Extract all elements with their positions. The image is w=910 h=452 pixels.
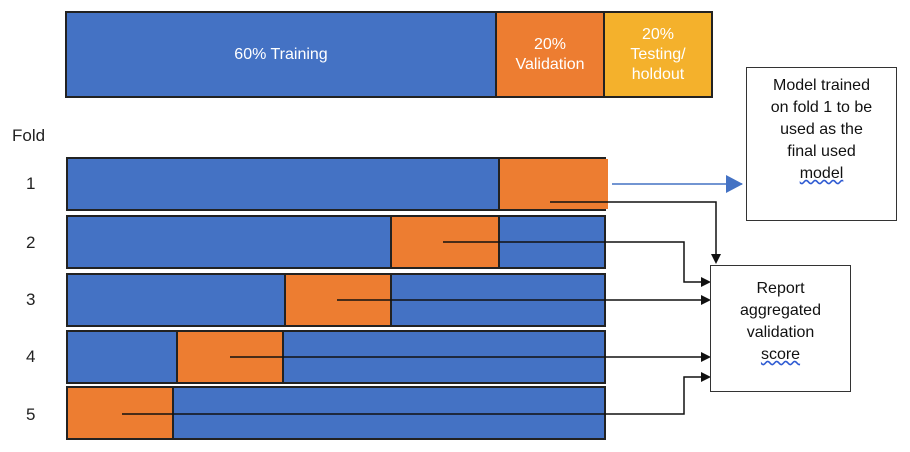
fold-label-2: 2 (26, 233, 36, 252)
fold-label-5: 5 (26, 405, 36, 424)
model-line-5: model (799, 165, 844, 182)
testing-label-1: Testing/ (630, 45, 686, 63)
model-line-2: on fold 1 to be (770, 99, 873, 116)
report-line-3: validation (746, 324, 815, 341)
fold-row-5 (66, 386, 606, 440)
fold-1-validation-block (498, 159, 608, 209)
arrow-fold2-to-report (443, 241, 711, 287)
testing-segment: 20% Testing/ holdout (603, 11, 713, 98)
report-line-2: aggregated (740, 302, 821, 319)
training-label: 60% Training (234, 45, 328, 63)
arrow-fold5-to-report (122, 372, 711, 415)
model-line-3: used as the (780, 121, 863, 138)
model-line-1: Model trained (773, 77, 870, 94)
testing-pct: 20% (641, 25, 675, 43)
fold-header: Fold (12, 126, 46, 145)
report-line-4: score (760, 346, 801, 363)
fold-label-1: 1 (26, 174, 36, 193)
data-split-bar: 60% Training 20% Validation 20% Testing/… (65, 11, 713, 98)
fold-label-4: 4 (26, 347, 36, 366)
validation-segment: 20% Validation (495, 11, 605, 98)
final-model-box: Model trained on fold 1 to be used as th… (746, 67, 897, 221)
fold-5-validation-block (68, 388, 174, 438)
report-line-1: Report (756, 280, 805, 297)
fold-row-1 (66, 157, 608, 211)
report-score-box: Report aggregated validation score (710, 265, 851, 392)
arrow-fold1-to-report (550, 201, 721, 264)
testing-label-2: holdout (631, 65, 685, 83)
training-segment: 60% Training (65, 11, 497, 98)
fold-label-3: 3 (26, 290, 36, 309)
model-line-4: final used (787, 143, 856, 160)
validation-pct: 20% (533, 35, 567, 53)
validation-label: Validation (515, 55, 585, 73)
